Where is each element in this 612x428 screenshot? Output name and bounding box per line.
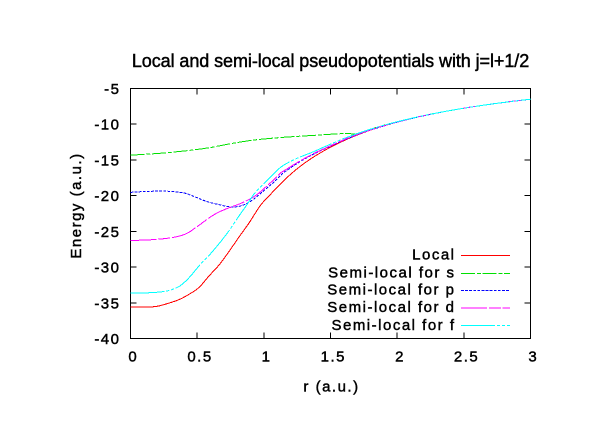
svg-text:1.5: 1.5	[321, 349, 346, 366]
svg-text:Semi-local for s: Semi-local for s	[328, 265, 455, 282]
svg-text:Semi-local for d: Semi-local for d	[327, 299, 455, 316]
svg-text:-5: -5	[104, 81, 120, 98]
svg-text:Energy (a.u.): Energy (a.u.)	[68, 152, 85, 258]
svg-text:-35: -35	[94, 295, 120, 312]
svg-text:-40: -40	[94, 331, 120, 348]
svg-text:-15: -15	[94, 152, 120, 169]
svg-text:0.5: 0.5	[187, 349, 212, 366]
svg-text:Local and semi-local pseudopot: Local and semi-local pseudopotentials wi…	[132, 51, 529, 71]
svg-text:2.5: 2.5	[454, 349, 479, 366]
svg-text:1: 1	[262, 349, 272, 366]
svg-text:-30: -30	[94, 260, 120, 277]
svg-text:Semi-local for p: Semi-local for p	[327, 282, 455, 299]
svg-text:Local: Local	[412, 247, 455, 264]
svg-text:r (a.u.): r (a.u.)	[303, 378, 359, 395]
svg-text:2: 2	[395, 349, 405, 366]
svg-text:Semi-local for f: Semi-local for f	[331, 317, 455, 334]
svg-text:3: 3	[528, 349, 538, 366]
svg-text:-20: -20	[94, 188, 120, 205]
svg-text:-25: -25	[94, 224, 120, 241]
svg-text:0: 0	[128, 349, 138, 366]
svg-text:-10: -10	[94, 117, 120, 134]
